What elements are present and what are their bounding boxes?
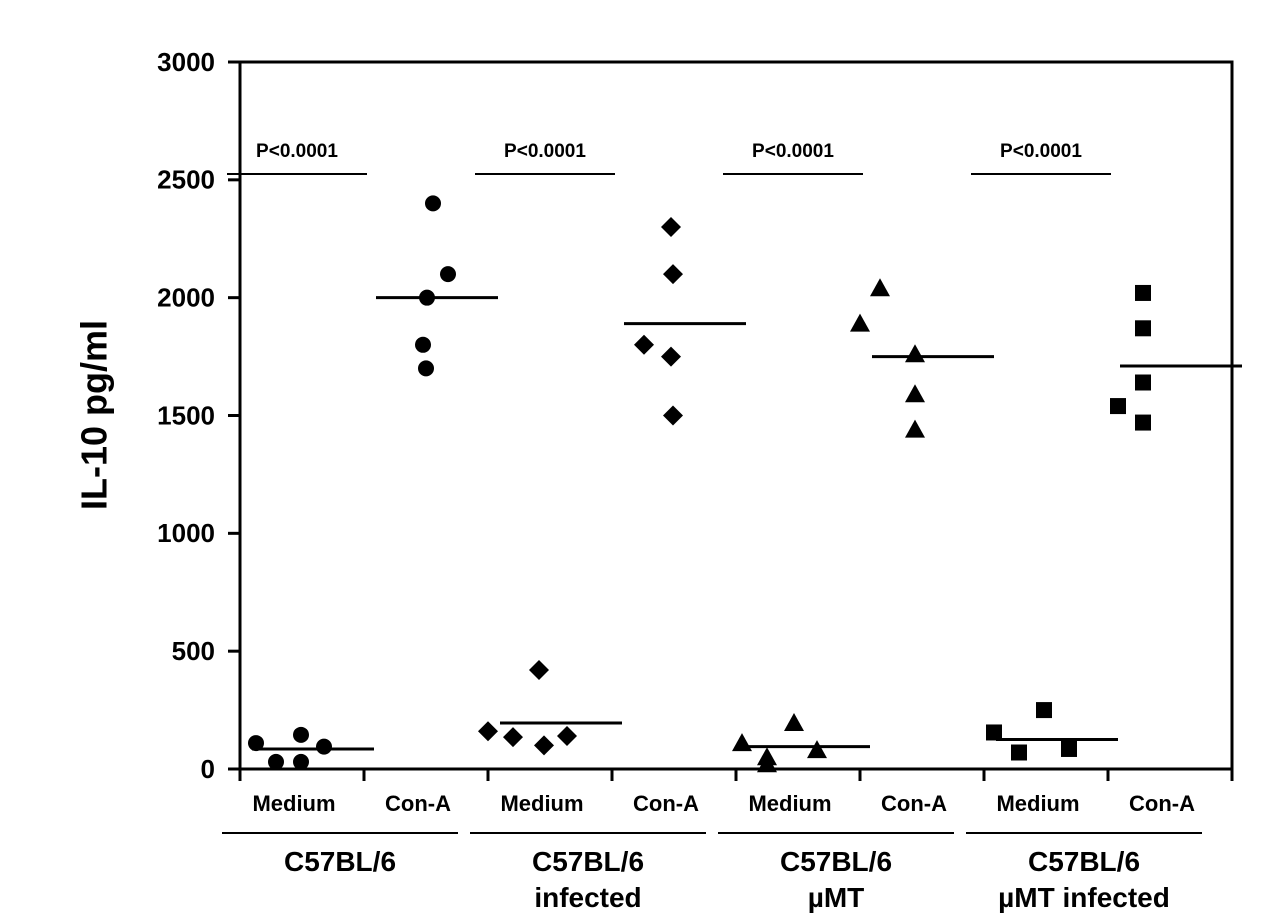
data-point-circle	[268, 753, 284, 770]
y-tick-label: 2000	[157, 283, 215, 313]
data-point-square	[1011, 744, 1027, 761]
data-point-triangle	[784, 713, 804, 732]
p-value-label: P<0.0001	[256, 141, 338, 162]
condition-label-medium: Medium	[996, 791, 1079, 816]
data-point-diamond	[663, 264, 683, 285]
group-label: C57BL/6	[284, 846, 396, 877]
data-point-diamond	[478, 721, 498, 742]
data-point-diamond	[661, 216, 681, 237]
group-label: µMT	[808, 882, 865, 913]
p-value-label: P<0.0001	[1000, 141, 1082, 162]
data-point-diamond	[661, 346, 681, 367]
condition-label-con-a: Con-A	[633, 791, 699, 816]
data-point-circle	[316, 738, 332, 755]
group-label: µMT infected	[998, 882, 1170, 913]
data-point-triangle	[807, 740, 827, 759]
data-point-square	[1036, 702, 1052, 719]
y-axis-title: IL-10 pg/ml	[74, 320, 115, 510]
data-point-circle	[415, 336, 431, 353]
data-point-circle	[440, 266, 456, 283]
y-tick-label: 500	[172, 636, 215, 666]
condition-label-medium: Medium	[500, 791, 583, 816]
condition-label-medium: Medium	[748, 791, 831, 816]
data-point-triangle	[870, 278, 890, 297]
data-point-circle	[425, 195, 441, 212]
group-label: infected	[534, 882, 641, 913]
group-label: C57BL/6	[532, 846, 644, 877]
data-point-diamond	[557, 726, 577, 747]
data-point-triangle	[905, 384, 925, 403]
data-point-triangle	[905, 419, 925, 438]
condition-label-con-a: Con-A	[385, 791, 451, 816]
data-point-circle	[248, 735, 264, 752]
y-tick-label: 1500	[157, 400, 215, 430]
p-value-label: P<0.0001	[752, 141, 834, 162]
condition-label-con-a: Con-A	[881, 791, 947, 816]
data-point-square	[1061, 740, 1077, 757]
plot-frame	[238, 60, 1234, 771]
data-point-square	[1135, 284, 1151, 301]
group-label: C57BL/6	[1028, 846, 1140, 877]
condition-label-con-a: Con-A	[1129, 791, 1195, 816]
data-point-circle	[293, 753, 309, 770]
condition-label-medium: Medium	[252, 791, 335, 816]
data-point-diamond	[503, 727, 523, 748]
data-point-square	[1110, 398, 1126, 415]
p-value-label: P<0.0001	[504, 141, 586, 162]
y-tick-label: 3000	[157, 47, 215, 77]
y-tick-label: 2500	[157, 165, 215, 195]
y-tick-label: 0	[201, 754, 215, 784]
data-point-square	[986, 724, 1002, 741]
data-point-diamond	[529, 660, 549, 681]
y-tick-label: 1000	[157, 518, 215, 548]
data-point-square	[1135, 414, 1151, 431]
data-point-triangle	[905, 344, 925, 363]
data-point-diamond	[534, 735, 554, 756]
data-point-diamond	[663, 405, 683, 426]
data-point-triangle	[757, 754, 777, 773]
plot-axes: 0 500 1000 1500 2000 2500 3000 Medium Con-A C57BL…	[157, 47, 1234, 913]
data-point-circle	[418, 360, 434, 377]
data-point-triangle	[850, 313, 870, 332]
data-point-square	[1135, 320, 1151, 337]
group-label: C57BL/6	[780, 846, 892, 877]
data-point-square	[1135, 374, 1151, 391]
data-point-diamond	[634, 334, 654, 355]
data-marks	[248, 195, 1242, 773]
data-point-circle	[293, 726, 309, 743]
data-point-triangle	[732, 733, 752, 752]
